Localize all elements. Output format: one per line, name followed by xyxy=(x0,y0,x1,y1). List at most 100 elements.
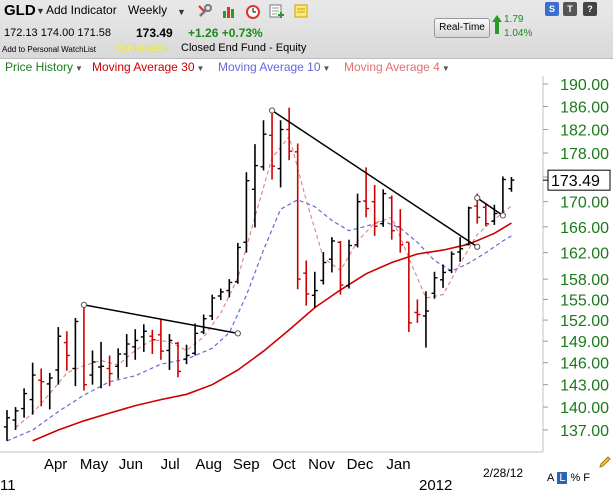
ohlc-bar xyxy=(465,206,472,246)
legend-ma10[interactable]: Moving Average 10 ▼ xyxy=(218,60,331,74)
ohlc-bar xyxy=(149,329,156,355)
ohlc-bar xyxy=(286,107,293,161)
y-tick-label: 170.00 xyxy=(560,195,609,212)
ohlc-bar xyxy=(21,388,28,418)
ohlc-bar xyxy=(363,167,370,218)
ohlc-bar xyxy=(508,177,515,192)
chevron-down-icon: ▼ xyxy=(441,64,450,73)
text-icon[interactable]: T xyxy=(563,2,577,16)
y-tick-label: 162.00 xyxy=(560,246,609,263)
trendline[interactable] xyxy=(268,107,481,250)
ohlc-bar xyxy=(294,143,301,290)
y-tick-label: 140.00 xyxy=(560,400,609,417)
x-tick-label: Jul xyxy=(161,456,180,473)
y-tick-label: 182.00 xyxy=(560,123,609,140)
ohlc-bar xyxy=(4,410,10,441)
ohlc-bar xyxy=(183,344,190,365)
ohlc-bar xyxy=(354,193,361,248)
trendline-handle xyxy=(499,212,506,219)
view-mode-buttons: A L% F xyxy=(547,472,593,484)
ohlc-bar xyxy=(269,109,276,180)
trendline-handle xyxy=(268,107,276,114)
ohlc-bar xyxy=(217,288,224,301)
chart-legend: Price History ▼ Moving Average 30 ▼ Moving… xyxy=(0,59,613,75)
ohlc-bar xyxy=(192,323,199,356)
ohlc-bar xyxy=(491,204,498,225)
y-tick-label: 146.00 xyxy=(560,356,609,373)
ohlc-bar xyxy=(115,348,122,379)
ohlc-bar xyxy=(277,120,284,188)
year-label: 11 xyxy=(0,477,16,494)
ohlc-bar xyxy=(457,237,464,262)
note-icon[interactable] xyxy=(293,3,309,19)
symbol-label[interactable]: GLD xyxy=(4,2,36,19)
chevron-down-icon[interactable]: ▼ xyxy=(36,6,45,16)
y-tick-label: 152.00 xyxy=(560,313,609,330)
add-to-watchlist-link[interactable]: Add to Personal WatchList xyxy=(2,45,96,54)
legend-ma30[interactable]: Moving Average 30 ▼ xyxy=(92,60,205,74)
ohlc-bar xyxy=(311,271,318,308)
ohlc-bar xyxy=(414,299,421,323)
ohlc-bar xyxy=(29,362,36,415)
price-change: +1.26 +0.73% xyxy=(188,26,263,40)
bar-chart-icon[interactable] xyxy=(221,3,237,19)
ohlc-bar xyxy=(380,189,387,227)
ohlc-bar xyxy=(209,294,216,321)
ohlc-bar xyxy=(12,407,19,430)
legend-price-history[interactable]: Price History ▼ xyxy=(5,60,83,74)
ohlc-bar xyxy=(38,368,45,407)
period-select[interactable]: Weekly xyxy=(128,3,168,17)
ohlc-bar xyxy=(55,327,62,385)
ohlc-bar xyxy=(482,202,489,227)
trendline-handle xyxy=(234,330,241,337)
ohlc-bar xyxy=(260,120,267,171)
trendline[interactable] xyxy=(80,301,241,337)
auto-scale-button[interactable]: A xyxy=(547,472,555,484)
add-indicator-button[interactable]: Add Indicator xyxy=(46,3,117,17)
log-scale-button[interactable]: L xyxy=(557,472,568,484)
ohlc-bar xyxy=(46,372,53,410)
percent-scale-button[interactable]: % xyxy=(570,472,581,484)
ohlc-bar xyxy=(303,260,310,306)
y-tick-label: 178.00 xyxy=(560,146,609,163)
year-label: 2012 xyxy=(419,477,452,494)
chevron-down-icon: ▼ xyxy=(196,64,205,73)
realtime-percent: 1.04% xyxy=(504,28,533,39)
ohlc-bar xyxy=(388,195,395,240)
ohlc-bar xyxy=(72,317,79,387)
trendline[interactable] xyxy=(474,194,506,219)
ohlc-bar xyxy=(337,240,344,295)
up-arrow-icon xyxy=(492,15,502,34)
y-tick-label: 149.00 xyxy=(560,334,609,351)
ohlc-bar xyxy=(422,291,429,348)
legend-ma4[interactable]: Moving Average 4 ▼ xyxy=(344,60,450,74)
trendline-handle xyxy=(80,301,88,308)
last-price-tag: 173.49 xyxy=(551,173,600,190)
ohlc-values: 172.13 174.00 171.58 xyxy=(4,27,112,39)
wrench-icon[interactable] xyxy=(197,3,213,19)
ohlc-bar xyxy=(123,334,130,368)
ohlc-bar xyxy=(431,271,438,299)
ohlc-bar xyxy=(440,264,447,288)
y-tick-label: 166.00 xyxy=(560,220,609,237)
realtime-button[interactable]: Real-Time xyxy=(434,18,490,38)
ohlc-bar xyxy=(328,237,335,273)
chevron-down-icon[interactable]: ▼ xyxy=(177,7,186,17)
help-icon[interactable]: ? xyxy=(583,2,597,16)
ohlc-bar xyxy=(448,251,455,274)
trendline-handle xyxy=(474,243,481,250)
share-icon[interactable]: S xyxy=(545,2,559,16)
x-tick-label: Dec xyxy=(347,456,374,473)
alarm-clock-icon[interactable] xyxy=(245,3,261,19)
pencil-icon[interactable] xyxy=(598,455,612,469)
y-tick-label: 186.00 xyxy=(560,100,609,117)
ohlc-bar xyxy=(405,241,412,332)
x-tick-label: Jun xyxy=(119,456,143,473)
x-tick-label: Aug xyxy=(195,456,222,473)
add-to-list-icon[interactable] xyxy=(269,3,285,19)
y-tick-label: 190.00 xyxy=(560,77,609,94)
toolbar: GLD ▼ Add Indicator Weekly ▼ 172.13 174.… xyxy=(0,0,613,59)
fit-button[interactable]: F xyxy=(583,472,590,484)
ohlc-bar xyxy=(251,144,258,228)
